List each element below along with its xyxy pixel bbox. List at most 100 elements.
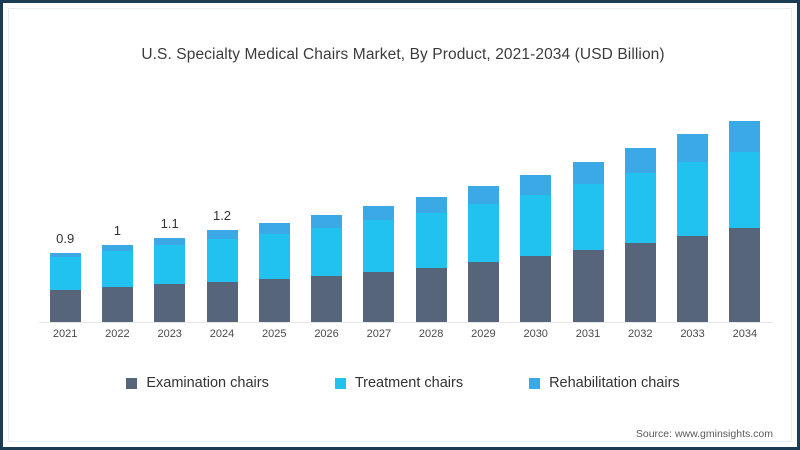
x-axis-tick-2022: 2022 [105,328,130,340]
bar-segment-examination[interactable] [311,275,343,323]
bar-segment-treatment[interactable] [363,219,395,272]
x-axis: 2021 2022 2023 2024 2025 2026 2027 2028 2029 2030… [39,328,771,348]
legend-swatch-examination [126,377,138,389]
bar-segment-rehabilitation[interactable] [154,237,186,246]
bar-segment-rehabilitation[interactable] [677,134,709,163]
x-axis-tick-2031: 2031 [575,328,601,340]
x-axis-tick-2023: 2023 [157,328,182,340]
bar-segment-rehabilitation[interactable] [572,161,604,185]
legend-label-rehabilitation: Rehabilitation chairs [549,375,680,391]
bar-segment-examination[interactable] [572,250,604,323]
bar-value-label: 0.9 [56,231,75,247]
bar-group[interactable] [258,222,290,323]
bar-segment-examination[interactable] [206,281,238,323]
bar-segment-examination[interactable] [49,290,81,323]
axis-baseline [39,322,773,323]
chart-legend: Examination chairs Treatment chairs Reha… [3,375,797,391]
bar-segment-rehabilitation[interactable] [49,253,81,258]
bar-stack [415,197,447,323]
bar-stack [49,253,81,323]
bar-segment-treatment[interactable] [729,151,761,229]
bar-segment-examination[interactable] [101,287,133,323]
x-axis-tick-2030: 2030 [523,328,548,340]
bar-value-label: 1.1 [160,215,179,231]
bar-stack [363,205,395,323]
x-axis-tick-2026: 2026 [314,328,339,340]
bar-value-label: 1 [113,223,122,239]
bar-segment-examination[interactable] [520,256,552,323]
bar-group[interactable] [363,205,395,323]
bar-segment-treatment[interactable] [520,195,552,257]
x-axis-tick-2025: 2025 [262,328,287,340]
bar-stack [101,245,133,323]
x-axis-tick-2029: 2029 [471,328,496,340]
bar-segment-rehabilitation[interactable] [101,245,133,251]
legend-label-examination: Examination chairs [146,375,269,391]
x-axis-tick-2028: 2028 [418,328,444,340]
bar-segment-rehabilitation[interactable] [206,229,238,240]
bar-segment-treatment[interactable] [311,227,343,276]
bar-value-label: 1.2 [212,207,232,223]
bar-stack [520,174,552,323]
bar-segment-rehabilitation[interactable] [363,205,395,220]
bar-stack [258,222,290,323]
bar-segment-treatment[interactable] [415,212,447,268]
legend-item-treatment[interactable]: Treatment chairs [334,375,464,391]
bar-group[interactable] [49,253,81,323]
bar-group[interactable] [415,197,447,323]
bar-stack [729,121,761,323]
bar-group[interactable] [729,121,761,323]
bar-segment-treatment[interactable] [154,245,186,285]
bar-segment-treatment[interactable] [206,239,238,282]
bar-group[interactable] [154,237,186,323]
bar-segment-examination[interactable] [677,236,709,323]
bar-stack [572,161,604,323]
bar-segment-examination[interactable] [624,243,656,323]
bar-group[interactable] [677,134,709,323]
legend-item-rehabilitation[interactable]: Rehabilitation chairs [529,375,680,391]
bar-group[interactable] [624,148,656,323]
bar-segment-examination[interactable] [729,228,761,323]
bar-segment-treatment[interactable] [572,184,604,251]
bar-segment-rehabilitation[interactable] [467,185,499,204]
bar-segment-rehabilitation[interactable] [258,222,290,234]
bar-group[interactable] [101,245,133,323]
bar-segment-examination[interactable] [415,267,447,323]
legend-swatch-rehabilitation [529,377,541,389]
bar-group[interactable] [206,229,238,323]
x-axis-tick-2034: 2034 [732,328,758,340]
bar-stack [154,237,186,323]
bar-segment-treatment[interactable] [101,250,133,288]
bar-segment-examination[interactable] [467,261,499,323]
bar-segment-rehabilitation[interactable] [729,121,761,152]
bar-segment-treatment[interactable] [624,173,656,244]
bar-segment-treatment[interactable] [467,203,499,262]
bar-segment-rehabilitation[interactable] [311,215,343,228]
x-axis-tick-2027: 2027 [366,328,392,340]
bar-stack [467,185,499,323]
bar-group[interactable] [311,215,343,323]
bar-segment-rehabilitation[interactable] [624,148,656,174]
bar-stack [677,134,709,323]
legend-swatch-treatment [334,377,346,389]
bar-segment-treatment[interactable] [677,162,709,237]
legend-label-treatment: Treatment chairs [354,375,464,391]
plot-area: 0.9 1 1.1 1.2 [39,98,771,323]
x-axis-tick-2033: 2033 [680,328,705,340]
bar-segment-examination[interactable] [154,284,186,323]
bar-stack [206,229,238,323]
bar-segment-examination[interactable] [258,278,290,323]
legend-item-examination[interactable]: Examination chairs [126,375,269,391]
bar-group[interactable] [572,161,604,323]
bar-segment-treatment[interactable] [49,257,81,291]
bar-segment-rehabilitation[interactable] [415,197,447,213]
bar-segment-examination[interactable] [363,271,395,323]
bar-group[interactable] [520,174,552,323]
x-axis-tick-2032: 2032 [628,328,653,340]
x-axis-tick-2021: 2021 [52,328,78,340]
bar-segment-rehabilitation[interactable] [520,174,552,195]
bar-segment-treatment[interactable] [258,233,290,279]
bar-group[interactable] [467,185,499,323]
source-caption: Source: www.gminsights.com [635,428,773,440]
